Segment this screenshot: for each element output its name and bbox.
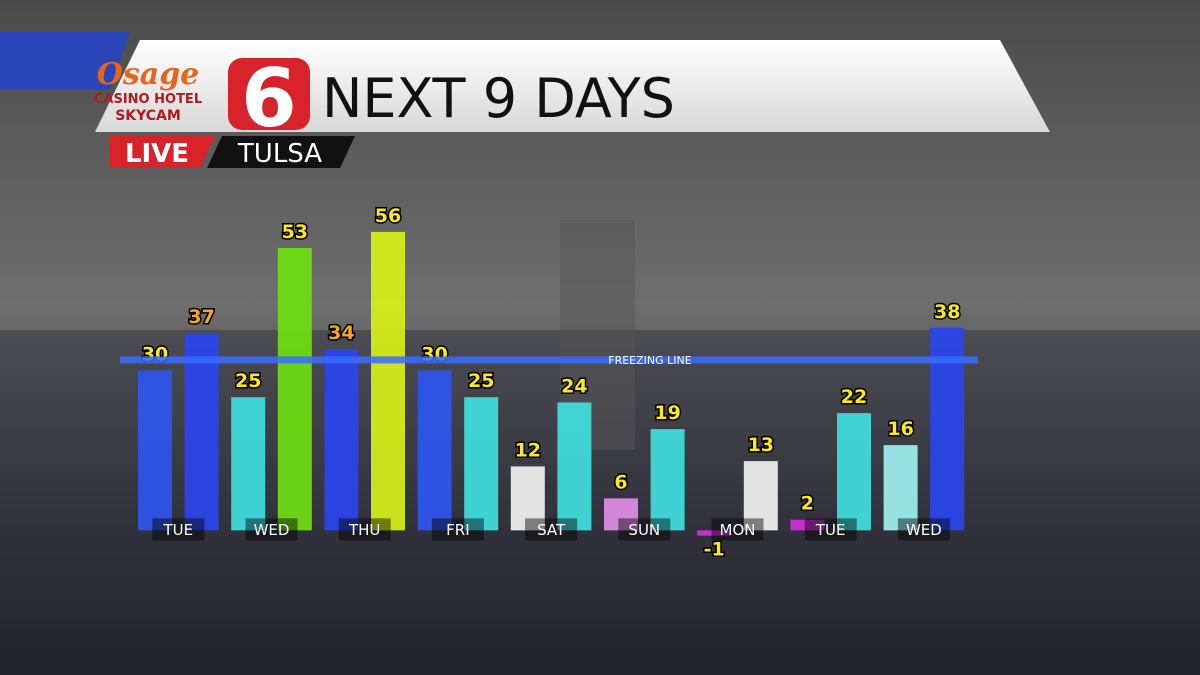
day-label: SUN — [628, 521, 660, 539]
city-badge — [207, 136, 355, 168]
day-label-bg — [618, 518, 671, 541]
bar — [883, 445, 918, 531]
banner-accent — [0, 32, 130, 90]
bar — [371, 231, 405, 531]
live-label: LIVE — [125, 139, 189, 169]
bar — [417, 370, 452, 531]
day-label: TUE — [815, 521, 846, 539]
bar — [557, 402, 592, 531]
bar — [231, 397, 266, 531]
brand-sub: CASINO HOTEL — [94, 92, 202, 107]
day-label-bg — [245, 518, 298, 541]
title: NEXT 9 DAYS — [322, 67, 675, 130]
day-label: SAT — [537, 521, 566, 539]
channel-number: 6 — [241, 52, 297, 145]
bar — [604, 498, 638, 531]
bar — [184, 333, 219, 531]
bar — [277, 247, 312, 531]
value-label: 16 — [887, 418, 913, 440]
day-label: WED — [254, 521, 290, 539]
bar — [510, 466, 545, 531]
bar — [324, 349, 359, 531]
value-label: 37 — [188, 306, 214, 328]
value-label: 19 — [654, 402, 680, 424]
value-label: 24 — [561, 375, 587, 397]
value-label: 2 — [801, 493, 814, 515]
bar — [650, 429, 685, 531]
day-label-bg — [711, 518, 764, 541]
day-label-bg — [152, 518, 205, 541]
day-label: THU — [348, 521, 380, 539]
bar — [697, 530, 732, 536]
value-label: 12 — [515, 439, 541, 461]
value-label: 34 — [328, 322, 354, 344]
day-label-bg — [338, 518, 391, 541]
live-badge — [110, 136, 215, 168]
value-label: 25 — [235, 370, 261, 392]
bar — [138, 370, 172, 531]
city-label: TULSA — [237, 139, 322, 169]
value-label: -1 — [704, 539, 725, 561]
brand-cam: SKYCAM — [115, 108, 181, 124]
value-label: 6 — [614, 471, 627, 493]
value-label: 13 — [748, 434, 774, 456]
day-label-bg — [525, 518, 578, 541]
bar — [790, 519, 825, 531]
value-label: 22 — [841, 386, 867, 408]
bar — [464, 397, 499, 531]
freezing-label: FREEZING LINE — [608, 354, 692, 367]
value-label: 38 — [934, 301, 960, 323]
bar — [837, 413, 871, 531]
day-label: FRI — [446, 521, 469, 539]
bar — [743, 461, 778, 531]
title-banner — [95, 40, 1050, 132]
channel-logo — [228, 58, 310, 130]
day-label: MON — [720, 521, 756, 539]
value-label: 56 — [375, 205, 401, 227]
value-label: 25 — [468, 370, 494, 392]
brand: Osage — [97, 57, 200, 92]
day-label-bg — [897, 518, 950, 541]
day-label-bg — [431, 518, 484, 541]
day-label-bg — [804, 518, 857, 541]
day-label: WED — [906, 521, 942, 539]
day-label: TUE — [162, 521, 193, 539]
value-label: 53 — [282, 221, 308, 243]
